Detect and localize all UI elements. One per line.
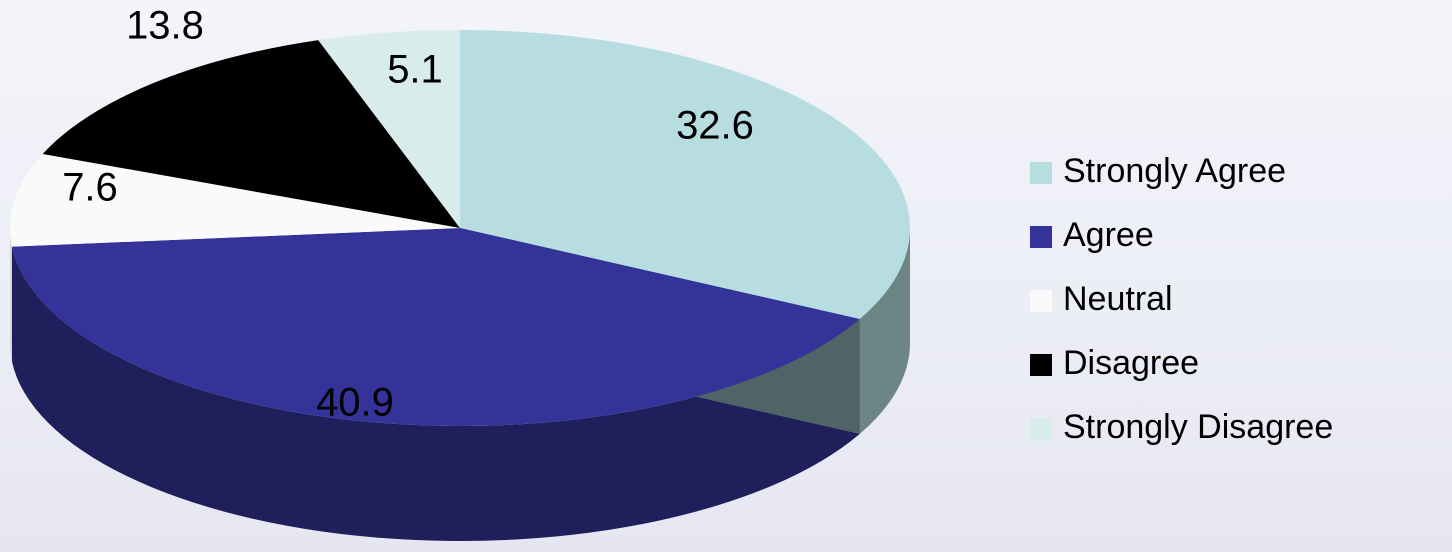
slice: [318, 30, 460, 228]
legend-label: Strongly Disagree: [1063, 408, 1333, 446]
legend-swatch: [1030, 226, 1052, 248]
slice: [11, 228, 860, 427]
legend-swatch: [1030, 290, 1052, 312]
legend-swatch: [1030, 418, 1052, 440]
data-label: 5.1: [387, 48, 443, 92]
data-label: 40.9: [316, 381, 394, 425]
legend-label: Strongly Agree: [1063, 152, 1286, 190]
legend-label: Agree: [1063, 216, 1154, 254]
legend-label: Neutral: [1063, 280, 1173, 318]
data-label: 7.6: [62, 166, 118, 210]
data-label: 13.8: [126, 4, 204, 48]
slice: [460, 30, 910, 319]
legend-swatch: [1030, 162, 1052, 184]
data-label: 32.6: [676, 104, 754, 148]
slice-side: [859, 228, 910, 434]
legend-swatch: [1030, 354, 1052, 376]
slice: [9, 153, 460, 247]
legend-label: Disagree: [1063, 344, 1199, 382]
slice-side: [11, 246, 860, 541]
slice: [42, 40, 460, 228]
slice-side: [10, 228, 12, 362]
